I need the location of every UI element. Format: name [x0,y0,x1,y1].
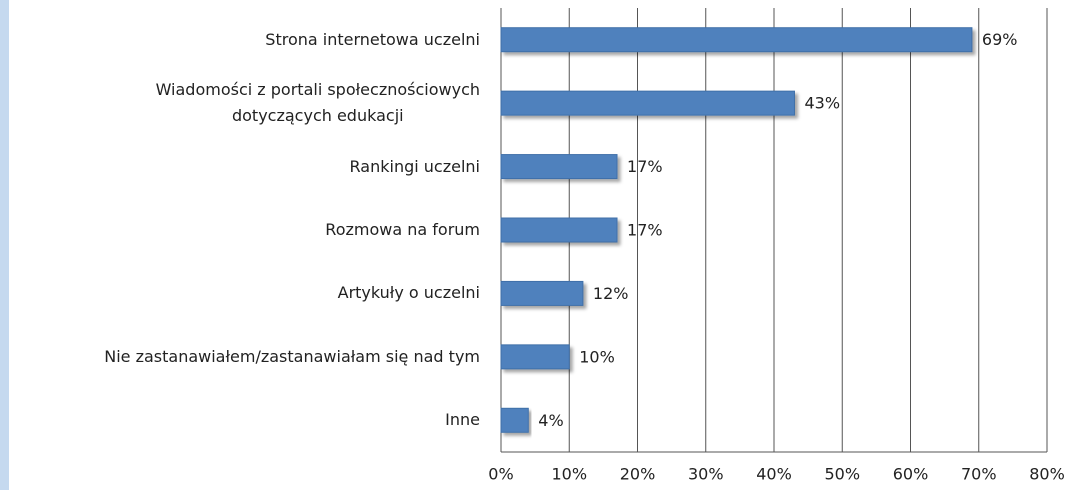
x-tick-label: 70% [961,465,997,484]
y-tick-label: Nie zastanawiałem/zastanawiałam się nad … [104,346,480,366]
bar [500,217,618,243]
y-tick-label: Rankingi uczelni [349,156,480,176]
bar [500,154,618,180]
x-tick-label: 30% [688,465,724,484]
x-tick-label: 50% [824,465,860,484]
data-label: 4% [538,411,563,430]
x-tick-label: 60% [893,465,929,484]
bar [500,90,795,116]
x-tick-label: 0% [488,465,513,484]
data-label: 69% [982,30,1018,49]
bar [500,344,570,370]
data-label: 17% [627,157,663,176]
data-label: 43% [804,94,840,113]
x-tick-label: 80% [1029,465,1065,484]
x-tick-label: 10% [551,465,587,484]
y-tick-label: Artykuły o uczelni [337,283,480,303]
x-tick-label: 20% [620,465,656,484]
y-tick-label: Rozmowa na forum [325,220,480,239]
bar [500,280,584,306]
data-label: 17% [627,221,663,240]
data-label: 12% [593,284,629,303]
data-label: 10% [579,347,615,366]
x-tick-label: 40% [756,465,792,484]
bar [500,27,973,53]
y-tick-label: Inne [445,410,480,430]
bar [500,407,529,433]
y-tick-label: Strona internetowa uczelni [265,29,480,49]
window-edge [0,0,9,490]
y-tick-label: Wiadomości z portali społecznościowych d… [155,80,480,126]
